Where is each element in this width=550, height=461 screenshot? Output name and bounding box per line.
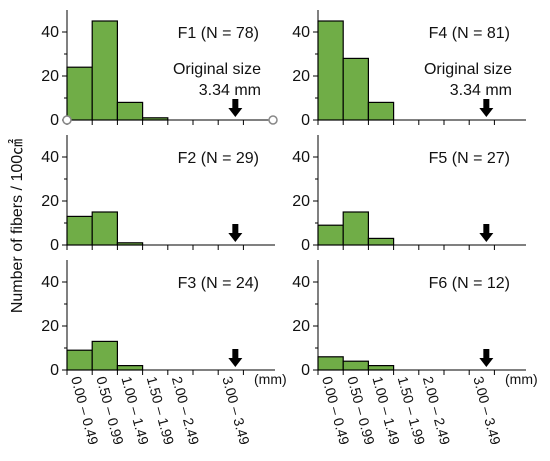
f4-bar: 0.00 – 0.49: 45 [317,20,344,121]
panel-f4: 0 20 40 0.00 – 0.49: 450.50 – 0.99: 281.00 … [292,10,526,129]
f3-ytick-label: 40 [41,274,59,291]
f5-ytick-label: 20 [292,193,310,210]
f6-original-size-arrow [479,349,494,367]
f4-bar: 0.50 – 0.99: 28 [342,57,370,121]
panel-f2: 0 20 40 0.00 – 0.49: 130.50 – 0.99: 151.00 … [41,135,275,254]
f5-ytick-label: 0 [301,237,310,254]
f6-ytick-label: 20 [292,318,310,335]
panels: 020400.00 – 0.49: 240.50 – 0.99: 451.00 … [41,10,538,447]
f2-ytick-label: 40 [41,149,59,166]
f2-ytick-label: 20 [41,193,59,210]
f6-bar: 0.50 – 0.99: 4 [342,360,370,371]
f1-ytick-label: 40 [41,24,59,41]
f6-x-unit: (mm) [505,371,538,387]
panel-f6: 0 20 40 0.00 – 0.49: 60.50 – 0.99: 41.00 – … [292,260,538,447]
f3-bar: 1.00 – 1.49: 2 [116,365,144,371]
f5-bar: 1.00 – 1.49: 3 [367,237,395,246]
f2-original-size-arrow [228,224,243,242]
f5-bar: 0.00 – 0.49: 9 [317,224,344,246]
f2-bar: 0.00 – 0.49: 13 [66,215,93,246]
f4-original-size-arrow [479,99,494,117]
f6-ytick-label: 40 [292,274,310,291]
f3-panel-label: F3 (N = 24) [178,275,259,292]
f2-bar: 1.00 – 1.49: 1 [116,242,144,246]
f3-bar: 0.50 – 0.99: 13 [91,340,118,371]
f6-panel-label: F6 (N = 12) [429,275,510,292]
f4-panel-label: F4 (N = 81) [429,25,510,42]
f4-ytick-label: 20 [292,68,310,85]
panel-f3: 0 20 40 0.00 – 0.49: 90.50 – 0.99: 131.00 –… [41,260,287,447]
panel-f5: 0 20 40 0.00 – 0.49: 90.50 – 0.99: 151.00 –… [292,135,526,254]
panel-f1: 0 20 40 0.00 – 0.49: 240.50 – 0.99: 451.00 … [41,10,278,129]
f3-xtick-label: 3.00 – 3.49 [219,375,253,447]
f5-original-size-arrow [479,224,494,242]
f6-bar: 1.00 – 1.49: 2 [367,365,395,371]
f3-ytick-label: 20 [41,318,59,335]
f1-panel-label: F1 (N = 78) [178,25,259,42]
f2-bar: 0.50 – 0.99: 15 [91,211,118,246]
f1-original-size-arrow [228,99,243,117]
f4-ytick-label: 40 [292,24,310,41]
f2-panel-label: F2 (N = 29) [178,150,259,167]
f5-bar: 0.50 – 0.99: 15 [342,211,370,246]
f4-ytick-label: 0 [301,112,310,129]
selection-handle-right[interactable] [268,115,278,125]
f2-ytick-label: 0 [50,237,59,254]
f5-panel-label: F5 (N = 27) [429,150,510,167]
f3-bar: 0.00 – 0.49: 9 [66,349,93,371]
selection-handle-left[interactable] [62,115,72,125]
f1-bar: 1.00 – 1.49: 8 [116,101,144,121]
y-axis-label: Number of fibers / 100㎠ [8,139,26,313]
f3-original-size-arrow [228,349,243,367]
f1-annotation-line2: 3.34 mm [199,82,261,99]
f1-annotation-line1: Original size [173,61,261,78]
f4-annotation-line1: Original size [424,61,512,78]
f3-ytick-label: 0 [50,362,59,379]
f5-ytick-label: 40 [292,149,310,166]
f6-ytick-label: 0 [301,362,310,379]
f1-ytick-label: 20 [41,68,59,85]
f4-bar: 1.00 – 1.49: 8 [367,101,395,121]
f1-bar: 1.50 – 1.99: 1 [142,117,169,121]
f1-ytick-label: 0 [50,112,59,129]
f3-x-unit: (mm) [254,371,287,387]
f1-bar: 0.00 – 0.49: 24 [66,66,93,121]
f6-bar: 0.00 – 0.49: 6 [317,356,344,371]
f6-xtick-label: 3.00 – 3.49 [470,375,504,447]
f1-bar: 0.50 – 0.99: 45 [91,20,118,121]
f4-annotation-line2: 3.34 mm [450,82,512,99]
